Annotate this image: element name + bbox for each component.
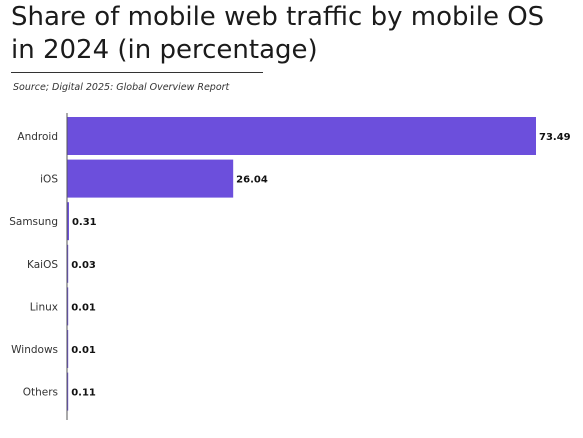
bar-ios (67, 159, 234, 198)
bar-samsung (67, 202, 69, 241)
category-label-android: Android (17, 131, 58, 143)
value-label-samsung: 0.31 (72, 217, 97, 228)
category-label-samsung: Samsung (9, 216, 58, 228)
category-label-others: Others (23, 387, 58, 399)
value-label-linux: 0.01 (71, 302, 96, 313)
bar-windows (67, 330, 69, 368)
category-label-windows: Windows (11, 344, 58, 356)
bar-kaios (67, 244, 69, 283)
bar-others (67, 372, 69, 411)
value-label-kaios: 0.03 (71, 260, 96, 271)
bar-android (67, 117, 536, 155)
category-label-linux: Linux (30, 301, 58, 313)
title-divider (11, 72, 263, 73)
chart-title: Share of mobile web traffic by mobile OS… (11, 2, 545, 65)
value-label-others: 0.11 (71, 388, 96, 399)
category-label-kaios: KaiOS (27, 259, 58, 271)
bar-linux (67, 287, 69, 326)
category-label-ios: iOS (40, 174, 58, 186)
value-label-windows: 0.01 (71, 345, 96, 356)
value-label-android: 73.49 (539, 132, 571, 143)
chart-source: Source; Digital 2025: Global Overview Re… (13, 82, 230, 93)
value-label-ios: 26.04 (236, 175, 268, 186)
bars-group: Android 73.49 iOS 26.04 Samsung 0.31 KaiOS 0.03… (9, 117, 571, 411)
